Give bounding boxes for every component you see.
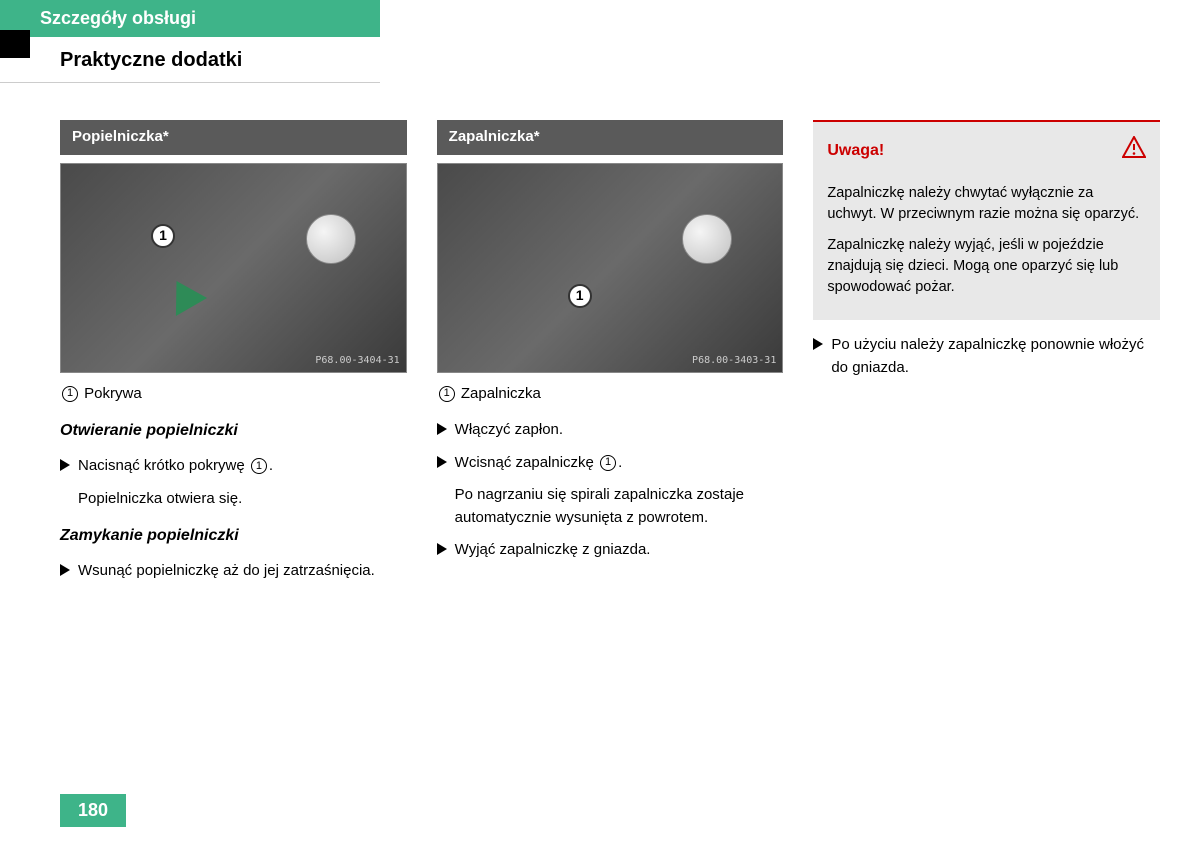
section-header: Praktyczne dodatki <box>0 37 380 83</box>
col1-heading1: Otwieranie popielniczki <box>60 419 407 443</box>
col1-heading2: Zamykanie popielniczki <box>60 524 407 548</box>
caption-num-icon: 1 <box>439 386 455 402</box>
step-text: Wcisnąć zapalniczkę 1. <box>455 452 784 475</box>
warning-title: Uwaga! <box>827 139 884 163</box>
step-bullet-icon <box>60 564 70 576</box>
col2-step3: Wyjąć zapalniczkę z gniazda. <box>437 539 784 562</box>
content-columns: Popielniczka* 1 P68.00-3404-31 1 Pokrywa… <box>60 120 1160 593</box>
caption-text: Zapalniczka <box>461 385 541 402</box>
step1-text: Po użyciu należy zapalniczkę ponownie wł… <box>831 334 1160 379</box>
step-bullet-icon <box>60 459 70 471</box>
col1-title: Popielniczka* <box>60 120 407 155</box>
warning-p2: Zapalniczkę należy wyjąć, jeśli w pojeźd… <box>827 235 1146 298</box>
caption-text: Pokrywa <box>84 385 142 402</box>
col2-step2: Wcisnąć zapalniczkę 1. <box>437 452 784 475</box>
inline-num-icon: 1 <box>251 458 267 474</box>
col2-caption: 1 Zapalniczka <box>437 383 784 406</box>
callout-1: 1 <box>151 224 175 248</box>
caption-num-icon: 1 <box>62 386 78 402</box>
column-1: Popielniczka* 1 P68.00-3404-31 1 Pokrywa… <box>60 120 407 593</box>
col2-result2: Po nagrzaniu się spirali zapalniczka zos… <box>455 484 784 529</box>
step1-text: Włączyć zapłon. <box>455 419 784 442</box>
col1-caption: 1 Pokrywa <box>60 383 407 406</box>
step1-post: . <box>269 457 273 474</box>
warning-header: Uwaga! <box>827 134 1146 173</box>
column-3: Uwaga! Zapalniczkę należy chwytać wyłącz… <box>813 120 1160 593</box>
step3-text: Wyjąć zapalniczkę z gniazda. <box>455 539 784 562</box>
image-ref-1: P68.00-3404-31 <box>315 353 399 368</box>
col1-result1: Popielniczka otwiera się. <box>78 488 407 511</box>
col2-step1: Włączyć zapłon. <box>437 419 784 442</box>
step2-pre: Wcisnąć zapalniczkę <box>455 454 598 471</box>
callout-1b: 1 <box>568 284 592 308</box>
col3-step1: Po użyciu należy zapalniczkę ponownie wł… <box>813 334 1160 379</box>
side-tab <box>0 30 30 58</box>
warning-box: Uwaga! Zapalniczkę należy chwytać wyłącz… <box>813 120 1160 320</box>
step-text: Nacisnąć krótko pokrywę 1. <box>78 455 407 478</box>
col1-step2: Wsunąć popielniczkę aż do jej zatrzaśnię… <box>60 560 407 583</box>
col2-image: 1 P68.00-3403-31 <box>437 163 784 373</box>
col2-title: Zapalniczka* <box>437 120 784 155</box>
step-bullet-icon <box>813 338 823 350</box>
page-number: 180 <box>60 794 126 827</box>
col1-image: 1 P68.00-3404-31 <box>60 163 407 373</box>
green-arrow-icon <box>161 272 207 316</box>
image-ref-2: P68.00-3403-31 <box>692 353 776 368</box>
column-2: Zapalniczka* 1 P68.00-3403-31 1 Zapalnic… <box>437 120 784 593</box>
step-bullet-icon <box>437 543 447 555</box>
inline-num-icon: 1 <box>600 455 616 471</box>
warning-triangle-icon <box>1122 134 1146 167</box>
col1-step1: Nacisnąć krótko pokrywę 1. <box>60 455 407 478</box>
step-bullet-icon <box>437 423 447 435</box>
step2-text: Wsunąć popielniczkę aż do jej zatrzaśnię… <box>78 560 407 583</box>
step1-pre: Nacisnąć krótko pokrywę <box>78 457 249 474</box>
step-bullet-icon <box>437 456 447 468</box>
gear-knob-graphic <box>682 214 732 264</box>
warning-p1: Zapalniczkę należy chwytać wyłącznie za … <box>827 183 1146 225</box>
step2-post: . <box>618 454 622 471</box>
chapter-header: Szczegóły obsługi <box>0 0 380 37</box>
gear-knob-graphic <box>306 214 356 264</box>
